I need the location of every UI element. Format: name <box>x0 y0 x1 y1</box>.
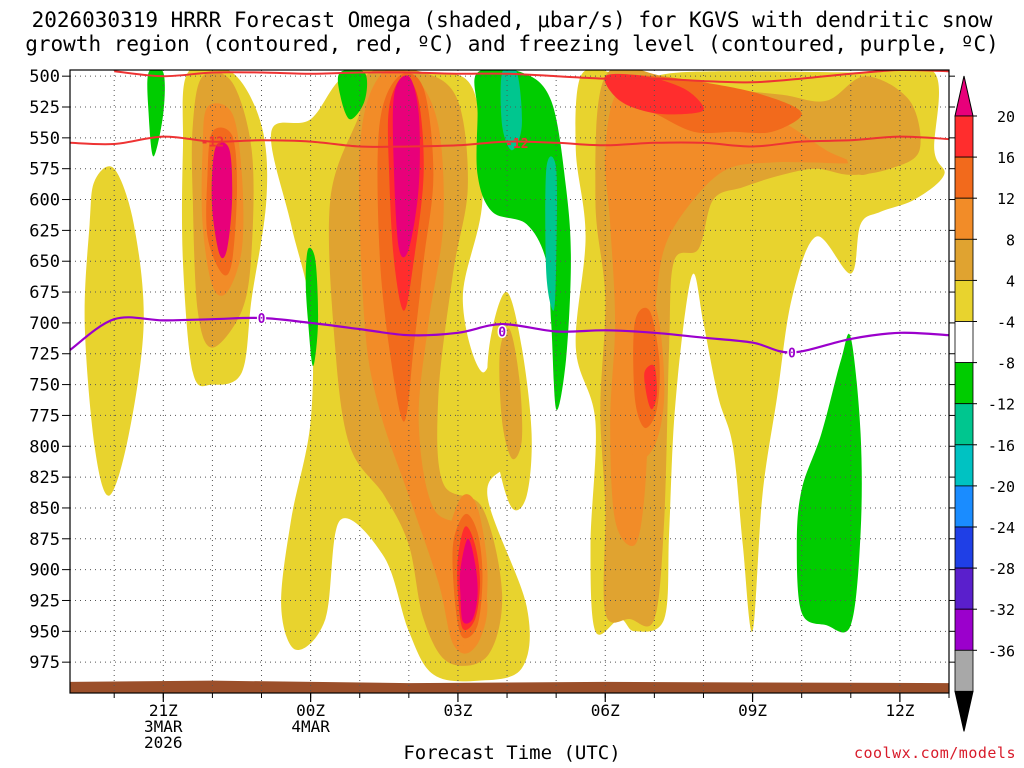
y-tick-label: 575 <box>29 160 60 180</box>
colorbar-swatch <box>954 321 974 363</box>
credit-link[interactable]: coolwx.com/models <box>853 744 1016 762</box>
omega-region-neg4 <box>305 247 319 367</box>
y-tick-label: 950 <box>29 622 60 642</box>
colorbar-top-cap <box>954 75 974 117</box>
y-tick-label: 775 <box>29 406 60 426</box>
dgz-contour-label: -12 <box>201 136 224 151</box>
omega-region-pos12 <box>604 80 852 547</box>
colorbar-swatch <box>954 403 974 446</box>
y-tick-label: 800 <box>29 437 60 457</box>
plot-frame <box>69 69 950 694</box>
chart-title-line2: growth region (contoured, red, ºC) and f… <box>25 32 999 56</box>
colorbar-swatch <box>954 444 974 487</box>
colorbar-swatch <box>954 608 974 651</box>
colorbar-label: -36 <box>988 642 1015 660</box>
colorbar-label: -12 <box>988 396 1015 414</box>
colorbar-label: 8 <box>1006 231 1015 249</box>
colorbar-swatch <box>954 362 974 405</box>
colorbar-label: 20 <box>997 108 1015 126</box>
colorbar-swatch <box>954 649 974 692</box>
x-tick-label: 4MAR <box>291 717 330 736</box>
colorbar-label: -20 <box>988 478 1015 496</box>
colorbar-swatch <box>954 197 974 240</box>
dgz-contour-label: -12 <box>505 137 528 152</box>
colorbar-swatch <box>954 238 974 281</box>
colorbar-label: 4 <box>1006 272 1015 290</box>
omega-region-pos8 <box>499 328 523 460</box>
y-tick-label: 700 <box>29 314 60 334</box>
y-tick-label: 750 <box>29 376 60 396</box>
colorbar-swatch <box>954 567 974 610</box>
y-tick-label: 850 <box>29 499 60 519</box>
omega-region-pos8 <box>844 100 882 176</box>
omega-region-neg8 <box>500 70 522 151</box>
colorbar-label: -8 <box>997 355 1015 373</box>
freezing-level-label: 0 <box>498 326 506 341</box>
omega-region-pos24 <box>392 75 420 258</box>
terrain-strip <box>70 680 949 693</box>
colorbar-swatch <box>954 156 974 199</box>
y-tick-label: 725 <box>29 345 60 365</box>
omega-region-pos24 <box>211 142 233 259</box>
freezing-level-line <box>70 316 949 354</box>
omega-region-neg8 <box>545 156 558 311</box>
omega-region-neg4 <box>796 333 862 633</box>
x-tick-label: 2026 <box>144 733 183 752</box>
x-tick-label: 00Z <box>296 701 325 720</box>
freezing-level-label: 0 <box>258 312 266 327</box>
colorbar-label: -24 <box>988 519 1015 537</box>
y-tick-label: 550 <box>29 129 60 149</box>
omega-region-pos20 <box>644 364 657 410</box>
colorbar-label: -28 <box>988 560 1015 578</box>
y-tick-label: 675 <box>29 283 60 303</box>
colorbar-bottom-cap <box>954 690 974 732</box>
omega-region-pos4 <box>84 166 144 496</box>
colorbar-label: -32 <box>988 601 1015 619</box>
y-tick-label: 525 <box>29 98 60 118</box>
dgz-contour-line <box>70 135 949 148</box>
colorbar-swatch <box>954 279 974 322</box>
x-tick-label: 12Z <box>885 701 914 720</box>
x-axis-label: Forecast Time (UTC) <box>403 742 621 764</box>
y-tick-label: 650 <box>29 252 60 272</box>
colorbar-swatch <box>954 526 974 569</box>
y-tick-label: 875 <box>29 530 60 550</box>
omega-region-pos24 <box>459 538 478 624</box>
y-tick-label: 825 <box>29 468 60 488</box>
dgz-contour-line <box>114 70 949 84</box>
colorbar-swatch <box>954 485 974 528</box>
omega-region-pos20 <box>604 73 704 115</box>
x-tick-label: 09Z <box>738 701 767 720</box>
colorbar-label: -16 <box>988 437 1015 455</box>
colorbar-label: 16 <box>997 149 1015 167</box>
y-tick-label: 625 <box>29 221 60 241</box>
chart-title-line1: 2026030319 HRRR Forecast Omega (shaded, … <box>31 8 993 32</box>
omega-region-neg4 <box>474 70 571 410</box>
colorbar-label: 12 <box>997 190 1015 208</box>
x-tick-label: 03Z <box>443 701 472 720</box>
y-tick-label: 600 <box>29 191 60 211</box>
y-tick-label: 500 <box>29 67 60 87</box>
x-tick-label: 3MAR <box>144 717 183 736</box>
y-tick-label: 925 <box>29 591 60 611</box>
colorbar-label: -4 <box>997 314 1015 332</box>
y-tick-label: 975 <box>29 653 60 673</box>
x-tick-label: 06Z <box>591 701 620 720</box>
y-tick-label: 900 <box>29 561 60 581</box>
x-tick-label: 21Z <box>149 701 178 720</box>
omega-region-neg4 <box>147 70 165 157</box>
colorbar-swatch <box>954 115 974 158</box>
freezing-level-label: 0 <box>788 347 796 362</box>
